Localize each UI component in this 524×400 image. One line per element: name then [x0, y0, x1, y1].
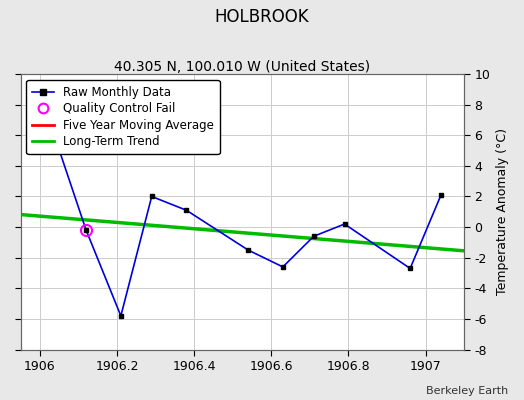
Text: HOLBROOK: HOLBROOK	[215, 8, 309, 26]
Legend: Raw Monthly Data, Quality Control Fail, Five Year Moving Average, Long-Term Tren: Raw Monthly Data, Quality Control Fail, …	[26, 80, 220, 154]
Text: Berkeley Earth: Berkeley Earth	[426, 386, 508, 396]
Title: 40.305 N, 100.010 W (United States): 40.305 N, 100.010 W (United States)	[114, 60, 370, 74]
Y-axis label: Temperature Anomaly (°C): Temperature Anomaly (°C)	[496, 128, 509, 295]
